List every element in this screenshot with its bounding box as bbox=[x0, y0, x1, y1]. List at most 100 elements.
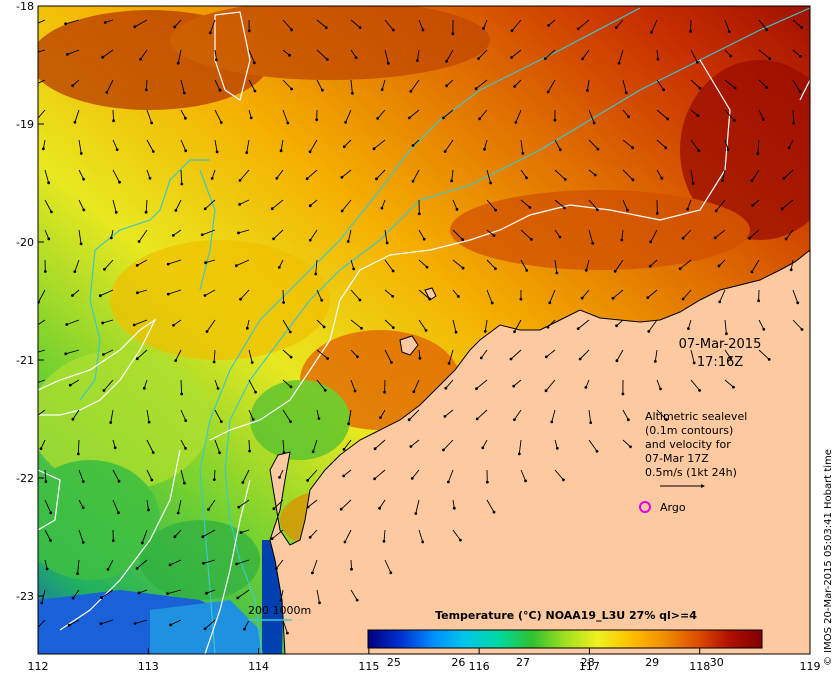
lon-tick-label: 116 bbox=[469, 660, 490, 673]
velocity-arrow-head bbox=[544, 355, 548, 359]
velocity-arrow-head bbox=[721, 179, 724, 183]
velocity-arrow-head bbox=[238, 179, 242, 182]
velocity-arrow bbox=[276, 169, 284, 179]
velocity-arrow bbox=[409, 109, 420, 119]
velocity-arrow bbox=[167, 589, 182, 595]
velocity-arrow bbox=[415, 499, 420, 514]
velocity-arrow-head bbox=[421, 28, 425, 32]
velocity-arrow-head bbox=[111, 539, 115, 542]
legend-line-5: 0.5m/s (1kt 24h) bbox=[645, 466, 737, 479]
velocity-arrow-head bbox=[513, 418, 516, 421]
velocity-arrow bbox=[690, 79, 701, 89]
velocity-arrow bbox=[68, 619, 80, 626]
velocity-arrow bbox=[273, 499, 284, 510]
velocity-arrow-head bbox=[342, 448, 346, 451]
velocity-arrow bbox=[379, 499, 386, 509]
velocity-arrow-head bbox=[681, 297, 685, 301]
velocity-arrow bbox=[276, 559, 284, 569]
velocity-arrow bbox=[211, 169, 216, 179]
velocity-arrow-head bbox=[235, 562, 239, 566]
velocity-arrow-head bbox=[477, 57, 480, 60]
velocity-arrow bbox=[350, 19, 361, 28]
velocity-arrow-head bbox=[289, 385, 293, 389]
velocity-arrow-head bbox=[173, 25, 177, 29]
velocity-arrow bbox=[718, 259, 726, 267]
velocity-arrow bbox=[444, 139, 454, 152]
velocity-arrow bbox=[78, 529, 84, 543]
velocity-arrow-head bbox=[524, 479, 527, 483]
velocity-arrow bbox=[612, 289, 624, 299]
velocity-arrow-head bbox=[290, 87, 293, 91]
velocity-arrow-head bbox=[205, 330, 209, 333]
velocity-arrow bbox=[44, 499, 52, 513]
velocity-arrow bbox=[616, 19, 624, 28]
velocity-arrow-head bbox=[548, 301, 552, 305]
velocity-arrow bbox=[377, 109, 386, 119]
velocity-arrow-head bbox=[355, 598, 359, 602]
velocity-arrow-head bbox=[135, 357, 139, 361]
velocity-arrow-head bbox=[203, 627, 207, 631]
velocity-arrow-head bbox=[184, 149, 188, 153]
velocity-arrow bbox=[180, 409, 187, 421]
velocity-arrow-head bbox=[142, 386, 146, 390]
velocity-arrow-head bbox=[543, 57, 547, 60]
velocity-arrow bbox=[486, 289, 493, 304]
velocity-arrow-head bbox=[784, 237, 788, 241]
velocity-arrow-head bbox=[383, 390, 386, 394]
velocity-arrow-head bbox=[461, 266, 465, 270]
velocity-arrow-head bbox=[237, 505, 241, 509]
velocity-arrow-head bbox=[71, 294, 74, 297]
velocity-arrow bbox=[282, 349, 292, 358]
velocity-arrow bbox=[103, 349, 114, 355]
velocity-arrow-head bbox=[576, 327, 580, 330]
velocity-arrow bbox=[237, 589, 250, 599]
velocity-arrow-head bbox=[353, 389, 357, 393]
velocity-arrow bbox=[248, 439, 251, 452]
velocity-arrow bbox=[74, 259, 80, 272]
velocity-arrow bbox=[622, 139, 633, 149]
velocity-arrow-head bbox=[79, 152, 83, 155]
velocity-arrow-head bbox=[103, 267, 106, 271]
velocity-arrow bbox=[758, 19, 768, 31]
velocity-arrow-head bbox=[409, 89, 413, 93]
velocity-arrow bbox=[146, 499, 149, 511]
lon-tick-label: 114 bbox=[248, 660, 269, 673]
velocity-arrow-head bbox=[132, 323, 136, 327]
velocity-arrow bbox=[451, 169, 454, 181]
velocity-arrow-head bbox=[251, 418, 255, 421]
velocity-arrow bbox=[180, 379, 183, 395]
velocity-arrow bbox=[214, 109, 222, 123]
velocity-arrow bbox=[413, 379, 420, 392]
velocity-arrow-head bbox=[311, 571, 314, 575]
velocity-arrow-head bbox=[212, 360, 216, 364]
velocity-arrow-head bbox=[43, 270, 47, 273]
velocity-arrow-head bbox=[241, 481, 245, 484]
velocity-arrow bbox=[373, 139, 386, 150]
velocity-arrow bbox=[687, 199, 692, 210]
velocity-arrow-head bbox=[215, 150, 219, 154]
velocity-arrow-head bbox=[354, 56, 358, 59]
velocity-arrow-head bbox=[33, 417, 36, 420]
velocity-arrow bbox=[44, 199, 52, 213]
velocity-arrow bbox=[65, 349, 80, 355]
velocity-arrow-head bbox=[140, 541, 144, 545]
velocity-arrow bbox=[690, 169, 694, 184]
credit-text: © IMOS 20-Mar-2015 05:03:41 Hobart time bbox=[823, 449, 834, 666]
velocity-arrow bbox=[138, 229, 148, 242]
velocity-arrow-head bbox=[624, 91, 628, 95]
argo-label: Argo bbox=[660, 501, 686, 514]
velocity-arrow bbox=[650, 229, 658, 243]
velocity-arrow-head bbox=[584, 268, 588, 272]
velocity-arrow-head bbox=[151, 150, 155, 153]
velocity-arrow bbox=[452, 259, 464, 269]
velocity-arrow bbox=[272, 199, 284, 210]
velocity-arrow-head bbox=[451, 32, 455, 36]
velocity-arrow-head bbox=[629, 445, 632, 449]
velocity-arrow-head bbox=[282, 451, 286, 455]
velocity-arrow-head bbox=[218, 88, 222, 92]
velocity-arrow bbox=[44, 559, 48, 570]
velocity-arrow bbox=[614, 259, 624, 272]
velocity-arrow-head bbox=[443, 150, 447, 153]
velocity-arrow bbox=[72, 79, 80, 86]
velocity-arrow bbox=[78, 169, 85, 180]
